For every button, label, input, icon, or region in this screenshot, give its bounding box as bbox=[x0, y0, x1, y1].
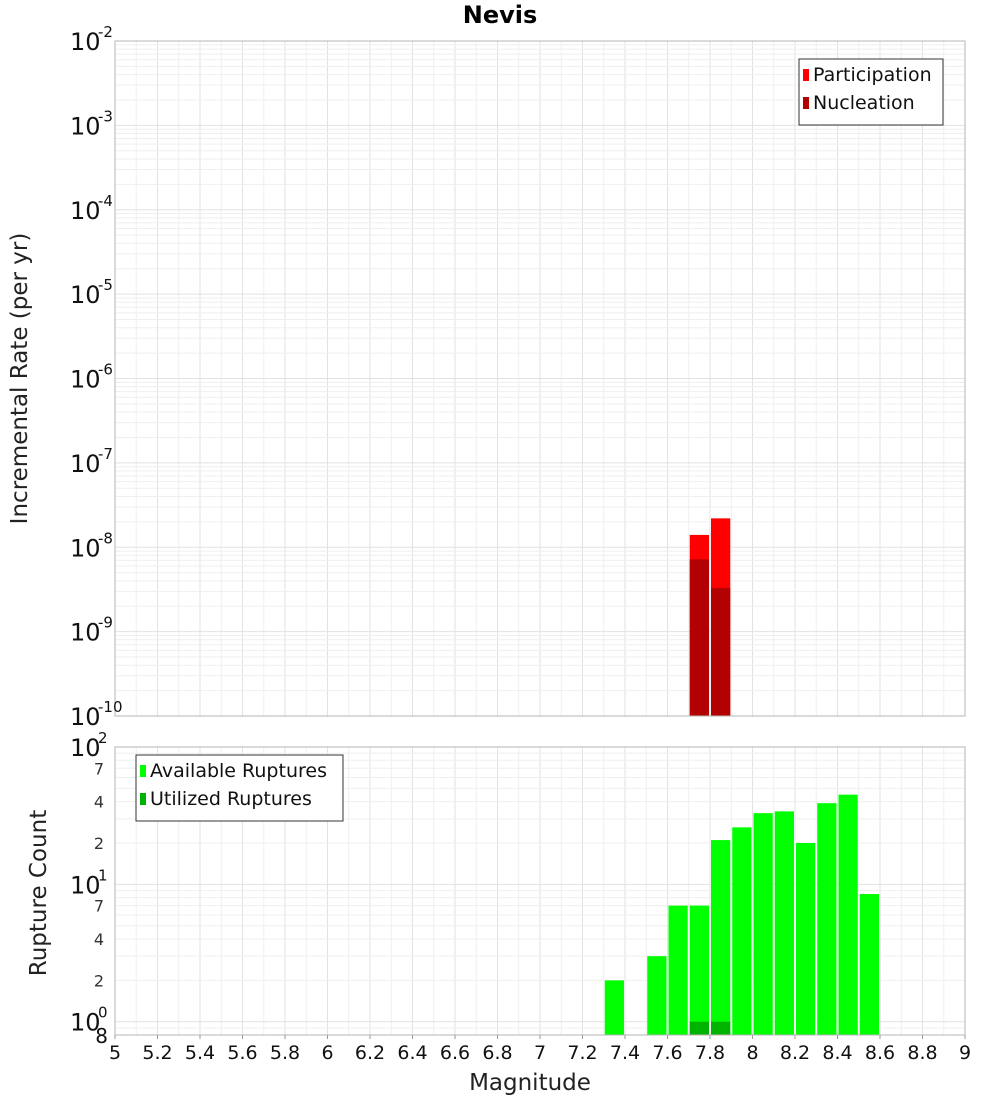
count-y-minor-tick-label: 4 bbox=[94, 793, 104, 812]
count-y-minor-tick-label: 7 bbox=[94, 897, 104, 916]
count-bar-available-ruptures bbox=[838, 794, 858, 1035]
count-y-minor-tick-label: 8 bbox=[95, 1024, 108, 1048]
x-tick-label: 8.6 bbox=[865, 1042, 895, 1064]
x-tick-label: 7.8 bbox=[695, 1042, 725, 1064]
count-legend-label: Utilized Ruptures bbox=[150, 788, 312, 810]
rate-y-tick-label: 10 bbox=[70, 534, 101, 562]
rate-legend: Participation Nucleation bbox=[798, 58, 944, 126]
x-tick-label: 8.8 bbox=[907, 1042, 937, 1064]
count-y-tick-label: 10 bbox=[70, 871, 101, 899]
x-tick-label: 8 bbox=[746, 1042, 758, 1064]
rate-y-tick-exponent: -9 bbox=[98, 614, 113, 632]
count-y-tick-exponent: 1 bbox=[98, 866, 108, 884]
count-bar-utilized-ruptures bbox=[689, 1021, 709, 1035]
count-bar-available-ruptures bbox=[711, 840, 731, 1035]
rate-bar-nucleation bbox=[711, 587, 731, 716]
x-tick-label: 8.4 bbox=[822, 1042, 852, 1064]
rate-y-tick-exponent: -7 bbox=[98, 445, 113, 463]
rate-bar-nucleation bbox=[689, 559, 709, 716]
count-y-tick-exponent: 2 bbox=[98, 729, 108, 747]
rate-y-tick-label: 10 bbox=[70, 703, 101, 731]
count-bar-available-ruptures bbox=[753, 813, 773, 1035]
count-legend-swatch bbox=[140, 793, 146, 805]
rate-legend-swatch bbox=[803, 69, 809, 81]
rate-y-tick-exponent: -8 bbox=[98, 529, 113, 547]
rate-y-tick-label: 10 bbox=[70, 619, 101, 647]
count-bar-available-ruptures bbox=[796, 843, 816, 1035]
x-tick-label: 8.2 bbox=[780, 1042, 810, 1064]
count-y-minor-tick-label: 7 bbox=[94, 759, 104, 778]
count-bars bbox=[604, 794, 879, 1035]
count-bar-available-ruptures bbox=[604, 980, 624, 1035]
x-tick-label: 7.4 bbox=[610, 1042, 640, 1064]
count-legend-label: Available Ruptures bbox=[150, 760, 327, 782]
x-tick-label: 6.2 bbox=[355, 1042, 385, 1064]
count-y-tick-label: 10 bbox=[70, 1009, 101, 1037]
count-bar-available-ruptures bbox=[774, 811, 794, 1035]
rate-y-tick-label: 10 bbox=[70, 450, 101, 478]
rate-legend-swatch bbox=[803, 97, 809, 109]
rate-y-tick-label: 10 bbox=[70, 281, 101, 309]
count-bar-available-ruptures bbox=[647, 956, 667, 1035]
rate-y-tick-exponent: -10 bbox=[98, 698, 123, 716]
rate-y-tick-exponent: -5 bbox=[98, 276, 113, 294]
x-tick-label: 6.8 bbox=[482, 1042, 512, 1064]
count-y-tick-exponent: 0 bbox=[98, 1004, 108, 1022]
count-bar-available-ruptures bbox=[689, 905, 709, 1035]
rate-bars bbox=[689, 518, 731, 716]
rate-y-tick-exponent: -3 bbox=[98, 107, 113, 125]
count-y-minor-tick-label: 2 bbox=[94, 971, 104, 990]
rate-legend-label: Participation bbox=[813, 64, 932, 86]
count-bar-available-ruptures bbox=[859, 894, 879, 1035]
x-ticks: 5 5.2 5.4 5.6 5.8 6 6.2 6.4 6.6 6.8 7 7.2 7.4 7.6 7.8 8… bbox=[109, 1035, 971, 1064]
count-y-minor-tick-label: 2 bbox=[94, 834, 104, 853]
count-bar-available-ruptures bbox=[817, 803, 837, 1035]
x-tick-label: 7.6 bbox=[652, 1042, 682, 1064]
count-y-tick-label: 10 bbox=[70, 734, 101, 762]
x-tick-label: 6.6 bbox=[440, 1042, 470, 1064]
x-tick-label: 6 bbox=[321, 1042, 333, 1064]
rate-plot-frame bbox=[114, 40, 966, 717]
count-bar-available-ruptures bbox=[668, 905, 688, 1035]
rate-y-tick-exponent: -2 bbox=[98, 23, 113, 41]
count-y-axis-label: Rupture Count bbox=[26, 810, 52, 976]
rate-y-axis-label: Incremental Rate (per yr) bbox=[7, 233, 33, 525]
x-tick-label: 9 bbox=[959, 1042, 971, 1064]
x-tick-label: 5.4 bbox=[185, 1042, 215, 1064]
rate-legend-label: Nucleation bbox=[813, 92, 915, 114]
rate-y-tick-label: 10 bbox=[70, 197, 101, 225]
count-legend-swatch bbox=[140, 765, 146, 777]
rate-legend-box bbox=[798, 58, 944, 126]
x-tick-label: 7.2 bbox=[567, 1042, 597, 1064]
x-tick-label: 6.4 bbox=[397, 1042, 427, 1064]
count-bar-available-ruptures bbox=[732, 827, 752, 1035]
count-legend: Available Ruptures Utilized Ruptures bbox=[135, 754, 344, 822]
rate-y-tick-label: 10 bbox=[70, 366, 101, 394]
count-y-minor-tick-label: 4 bbox=[94, 930, 104, 949]
rate-y-tick-label: 10 bbox=[70, 112, 101, 140]
x-tick-label: 5.6 bbox=[227, 1042, 257, 1064]
x-tick-label: 5.2 bbox=[142, 1042, 172, 1064]
x-tick-label: 7 bbox=[534, 1042, 546, 1064]
x-axis-label: Magnitude bbox=[469, 1070, 591, 1096]
rate-grid bbox=[114, 40, 966, 717]
rate-y-tick-exponent: -4 bbox=[98, 192, 113, 210]
count-legend-box bbox=[135, 754, 344, 822]
count-bar-utilized-ruptures bbox=[711, 1021, 731, 1035]
rate-y-tick-label: 10 bbox=[70, 28, 101, 56]
x-tick-label: 5.8 bbox=[270, 1042, 300, 1064]
rate-y-tick-exponent: -6 bbox=[98, 361, 113, 379]
chart-title: Nevis bbox=[463, 1, 538, 29]
x-tick-label: 5 bbox=[109, 1042, 121, 1064]
